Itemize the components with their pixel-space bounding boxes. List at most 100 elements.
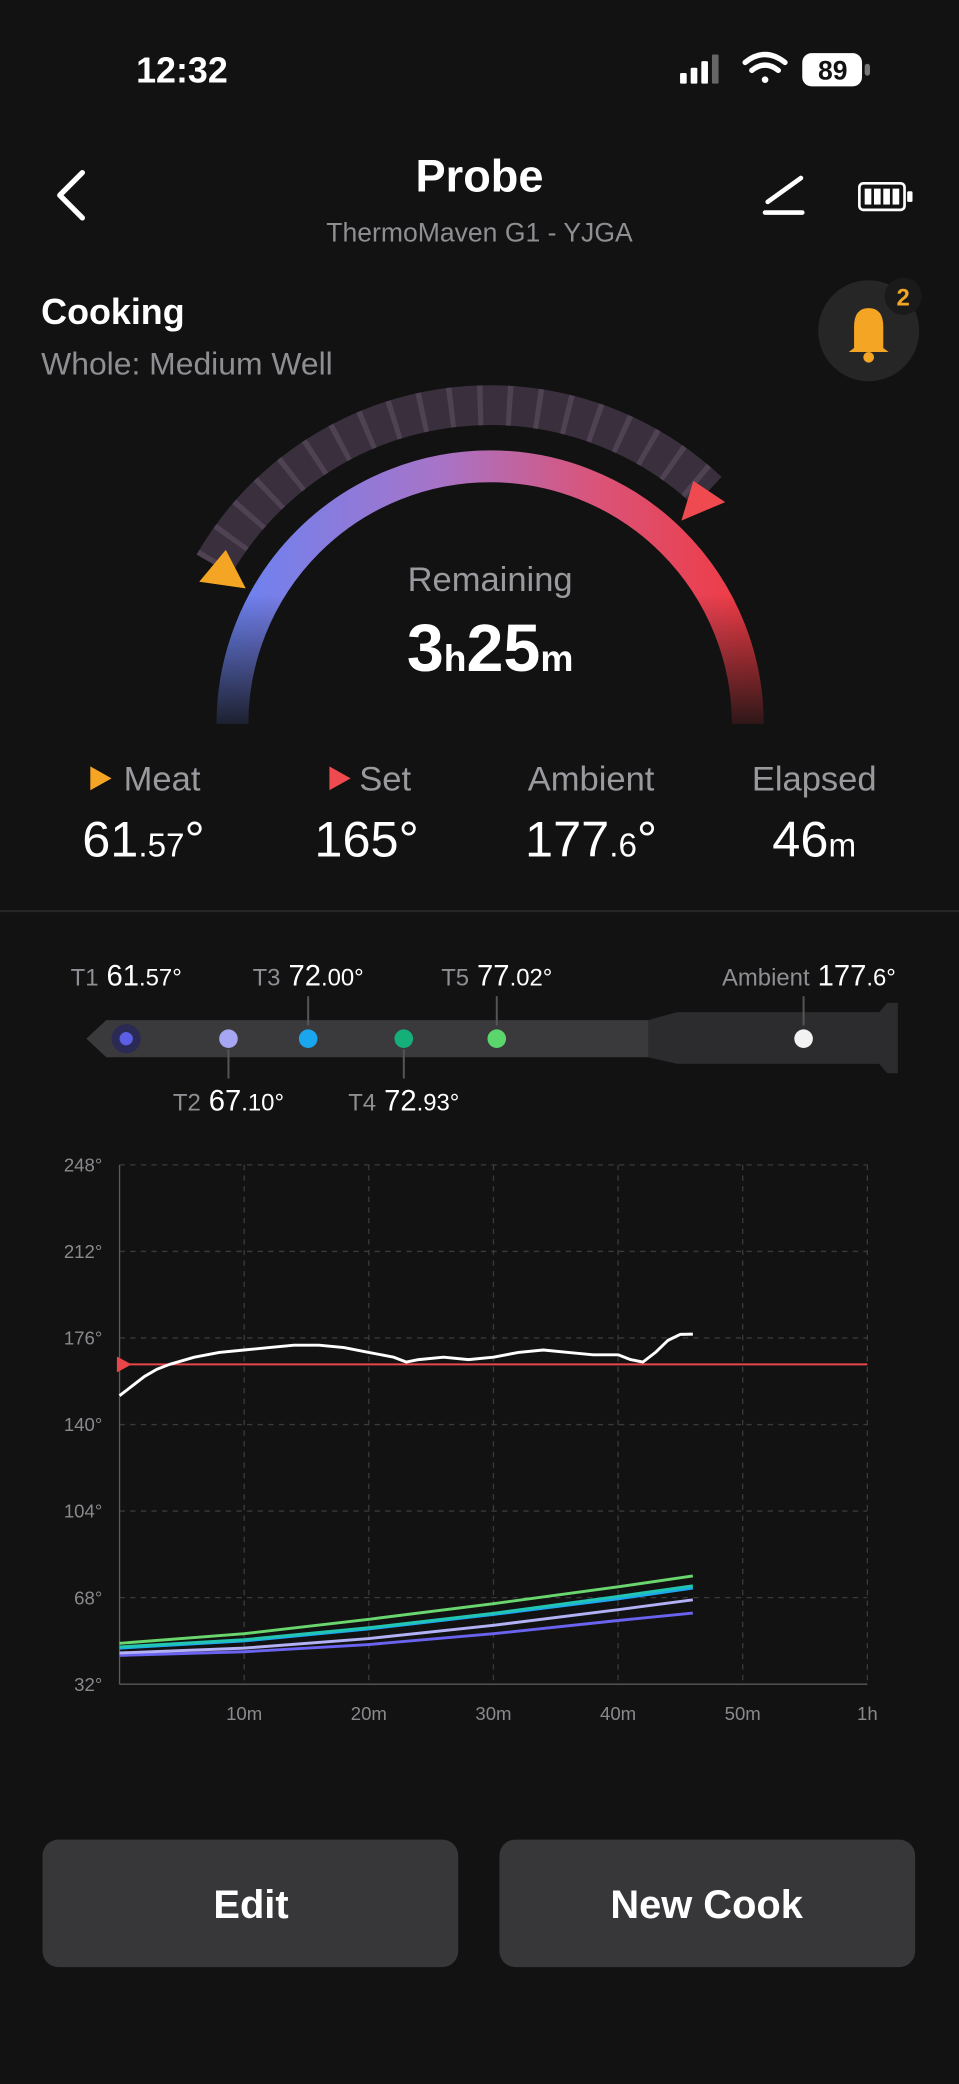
y-tick-label: 104° [64, 1501, 102, 1522]
signal-icon [680, 54, 719, 84]
ambient-dot [794, 1029, 813, 1048]
cook-preset: Whole: Medium Well [41, 346, 333, 382]
set-point-marker [116, 1356, 132, 1373]
back-button[interactable] [57, 170, 86, 221]
series-line [119, 1584, 694, 1649]
sensor-reading: T3 72.00° [253, 961, 364, 993]
y-tick-label: 212° [64, 1241, 102, 1262]
sensor-dot [487, 1029, 507, 1048]
x-tick-label: 20m [351, 1703, 387, 1724]
sensor-fraction: .10° [241, 1089, 284, 1116]
remaining-hours: 3 [407, 612, 444, 686]
new-cook-button[interactable] [499, 1839, 916, 1968]
sensor-reading: T4 72.93° [348, 1085, 459, 1117]
device-name: ThermoMaven G1 - YJGA [326, 218, 633, 248]
x-tick-label: 30m [475, 1703, 511, 1724]
sensor-reading: T1 61.57° [71, 961, 182, 993]
page-title: Probe [416, 150, 544, 201]
sensor-fraction: .57° [139, 965, 182, 992]
stat-value: 177.6° [525, 811, 657, 868]
battery-icon [802, 53, 863, 87]
progress-arc [216, 450, 764, 724]
stat-unit: ° [637, 811, 657, 868]
y-tick-label: 140° [64, 1414, 102, 1435]
set-marker [681, 480, 726, 521]
button-label[interactable]: Edit [213, 1883, 288, 1927]
meat-marker [199, 549, 246, 589]
series-line [119, 1598, 694, 1655]
sensor-reading: Ambient 177.6° [722, 961, 896, 993]
stat-unit: ° [399, 811, 419, 868]
sensor-main: 72 [384, 1085, 417, 1117]
sensor-fraction: .00° [321, 965, 364, 992]
sensor-dot [298, 1029, 318, 1048]
stat-value: 165° [314, 811, 418, 868]
sensor-main: 72 [288, 961, 321, 993]
sensor-main: 61 [106, 961, 139, 993]
sensor-main: 177 [818, 961, 867, 993]
y-tick-label: 176° [64, 1328, 102, 1349]
alert-count: 2 [897, 284, 910, 311]
stat-label: Ambient [528, 760, 655, 798]
remaining-hours-unit: h [444, 637, 467, 679]
edit-button[interactable] [762, 175, 805, 215]
stat-label: Elapsed [752, 760, 877, 798]
series-line [119, 1574, 694, 1645]
stat-label: Meat [124, 760, 201, 798]
stat-suffix: m [828, 828, 856, 865]
battery-tip [864, 63, 871, 76]
y-tick-label: 32° [74, 1674, 102, 1695]
sensor-fraction: .02° [510, 965, 553, 992]
sensor-dot [111, 1024, 141, 1054]
sensor-fraction: .6° [866, 965, 895, 992]
sensor-dot [394, 1029, 414, 1048]
sensor-label: T1 [71, 965, 99, 992]
y-tick-label: 68° [74, 1587, 102, 1608]
device-battery-button[interactable] [858, 181, 913, 212]
x-tick-label: 10m [226, 1703, 262, 1724]
stat-main: 61 [82, 811, 138, 868]
probe-body [86, 1002, 898, 1074]
remaining-label: Remaining [408, 561, 573, 599]
sensor-main: 77 [477, 961, 510, 993]
progress-track [196, 385, 722, 575]
wifi-icon [742, 51, 788, 84]
remaining-time: 3h25m [407, 612, 574, 686]
stat-fraction: .6 [609, 828, 637, 865]
alerts-button[interactable] [818, 277, 922, 382]
button-label[interactable]: New Cook [610, 1883, 803, 1927]
stat-label: Set [359, 760, 411, 798]
edit-cook-button[interactable] [42, 1839, 459, 1968]
x-tick-label: 40m [600, 1703, 636, 1724]
sensor-fraction: .93° [417, 1089, 460, 1116]
meat-icon [90, 766, 112, 791]
cook-state: Cooking [41, 292, 184, 332]
clock: 12:32 [136, 50, 228, 90]
stat-value: 61.57° [82, 811, 204, 868]
sensor-reading: T5 77.02° [441, 961, 552, 993]
stat-main: 177 [525, 811, 609, 868]
set-icon [329, 766, 351, 791]
sensor-label: T5 [441, 965, 469, 992]
sensor-main: 67 [209, 1085, 242, 1117]
battery-level: 89 [818, 56, 848, 86]
series-line [118, 1332, 693, 1397]
stat-unit: ° [185, 811, 205, 868]
sensor-label: T3 [253, 965, 281, 992]
x-tick-label: 1h [857, 1703, 878, 1724]
sensor-label: T4 [348, 1089, 376, 1116]
stat-value: 46m [772, 811, 856, 868]
stat-fraction: .57 [138, 828, 184, 865]
stat-main: 165 [314, 811, 398, 868]
remaining-minutes: 25 [466, 612, 540, 686]
series-line [119, 1611, 693, 1657]
x-tick-label: 50m [725, 1703, 761, 1724]
y-tick-label: 248° [64, 1155, 102, 1176]
sensor-reading: T2 67.10° [173, 1085, 284, 1117]
sensor-dot [219, 1029, 238, 1048]
remaining-minutes-unit: m [540, 637, 573, 679]
sensor-label: Ambient [722, 965, 810, 992]
stat-main: 46 [772, 811, 828, 868]
